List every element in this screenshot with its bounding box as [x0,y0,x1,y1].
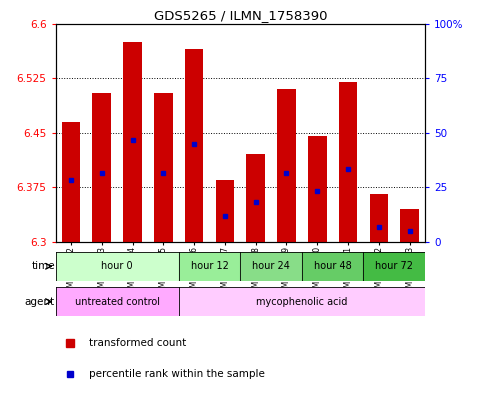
Bar [92,93,111,242]
Bar [123,42,142,242]
Text: mycophenolic acid: mycophenolic acid [256,297,348,307]
Bar [56,287,179,316]
Text: hour 12: hour 12 [191,261,228,271]
Text: hour 48: hour 48 [314,261,352,271]
Bar [185,49,203,242]
Text: hour 72: hour 72 [375,261,413,271]
Text: hour 0: hour 0 [101,261,133,271]
Bar [364,252,425,281]
Bar [277,89,296,242]
Bar [302,252,364,281]
Text: agent: agent [25,297,55,307]
Bar [215,180,234,242]
Text: hour 24: hour 24 [252,261,290,271]
Bar [240,252,302,281]
Text: transformed count: transformed count [89,338,186,349]
Title: GDS5265 / ILMN_1758390: GDS5265 / ILMN_1758390 [154,9,327,22]
Text: untreated control: untreated control [75,297,159,307]
Bar [400,209,419,242]
Bar [56,252,179,281]
Bar [369,195,388,242]
Bar [62,122,80,242]
Text: time: time [31,261,55,271]
Text: percentile rank within the sample: percentile rank within the sample [89,369,265,379]
Bar [179,252,240,281]
Bar [179,287,425,316]
Bar [154,93,172,242]
Bar [339,82,357,242]
Bar [308,136,327,242]
Bar [246,154,265,242]
